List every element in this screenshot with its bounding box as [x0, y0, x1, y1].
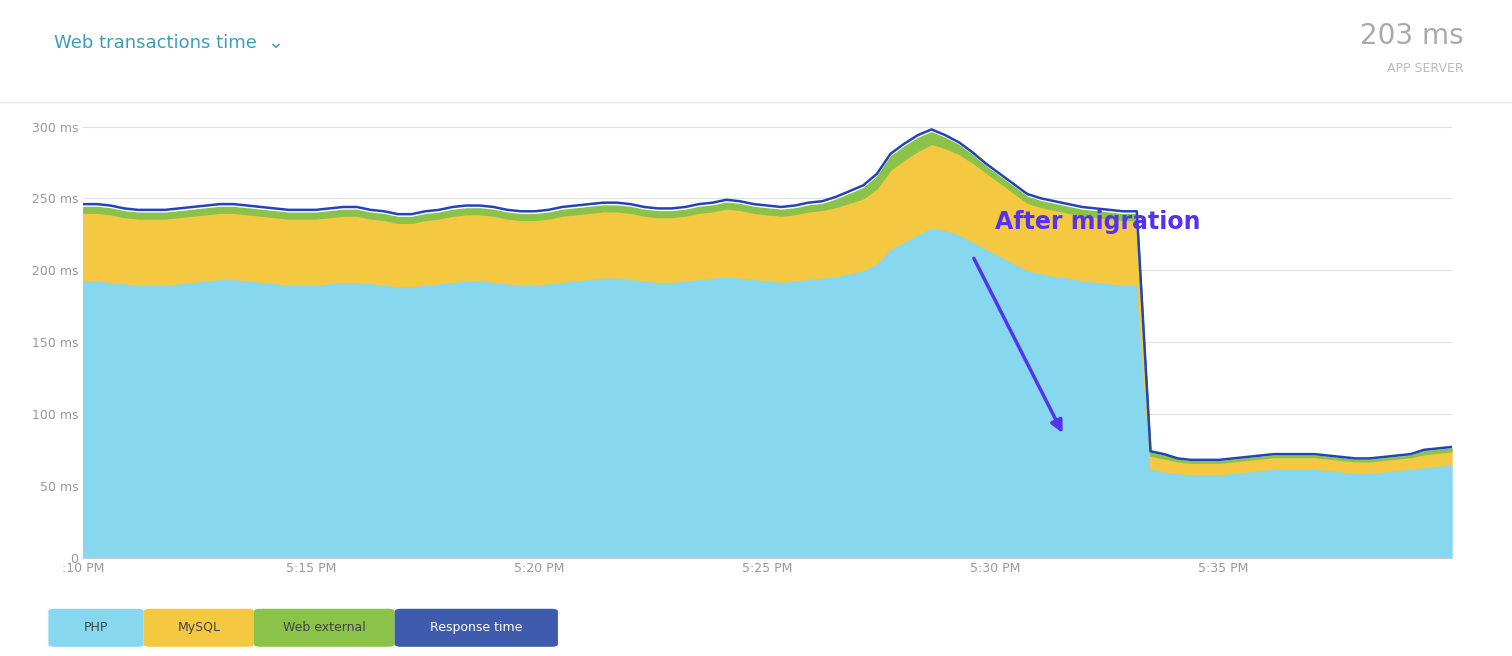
Text: After migration: After migration — [995, 211, 1201, 234]
Text: Response time: Response time — [429, 621, 523, 634]
Text: Web transactions time  ⌄: Web transactions time ⌄ — [54, 33, 284, 52]
Text: 203 ms: 203 ms — [1359, 22, 1464, 50]
Text: APP SERVER: APP SERVER — [1387, 62, 1464, 75]
Text: MySQL: MySQL — [177, 621, 221, 634]
Text: Web external: Web external — [283, 621, 366, 634]
Text: PHP: PHP — [83, 621, 109, 634]
